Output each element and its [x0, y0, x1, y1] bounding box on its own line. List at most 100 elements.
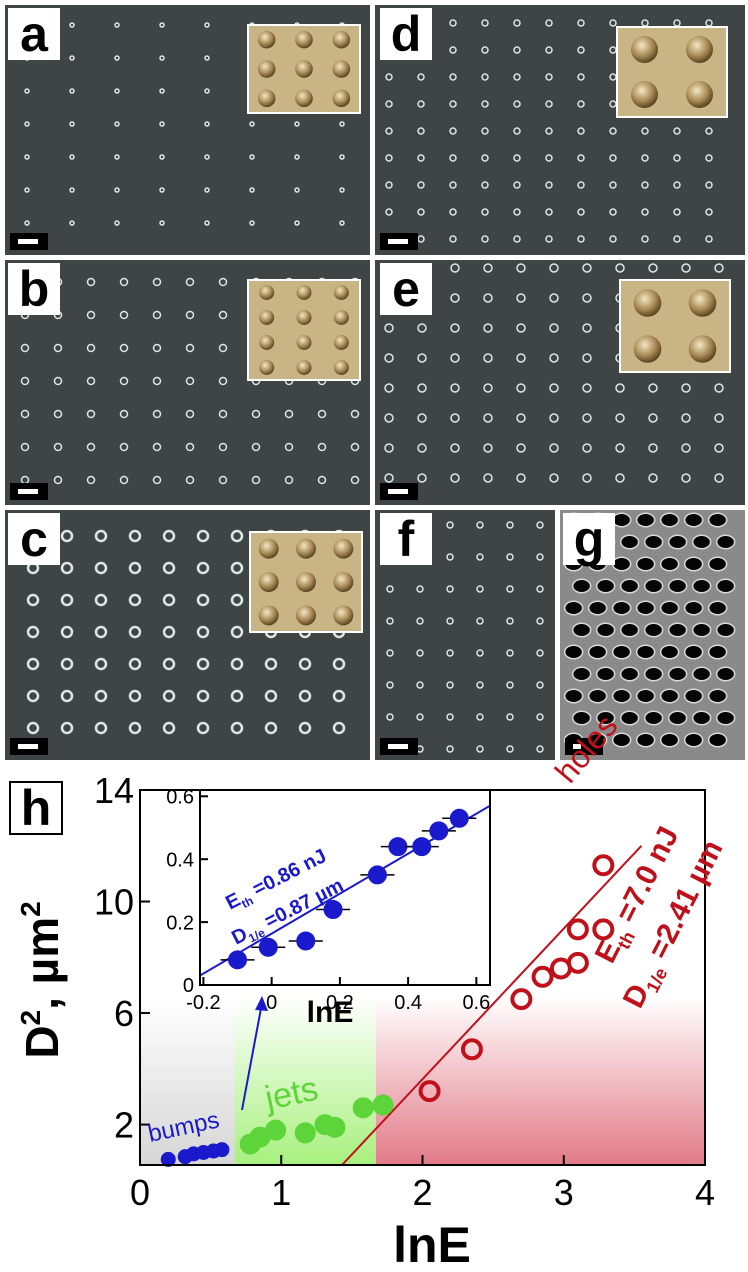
point	[294, 1122, 316, 1144]
feature	[577, 100, 585, 108]
feature	[159, 88, 165, 94]
feature	[673, 127, 681, 135]
feature	[94, 625, 108, 639]
feature	[350, 475, 360, 485]
feature	[386, 681, 394, 689]
feature	[705, 208, 713, 216]
hole	[643, 578, 664, 594]
feature	[476, 521, 484, 529]
plot-frame	[199, 789, 491, 986]
feature	[69, 154, 75, 160]
y-label-sup: 2	[15, 901, 46, 917]
feature	[450, 353, 460, 363]
hole	[571, 622, 592, 638]
afm-cone	[333, 285, 349, 300]
feature	[185, 343, 195, 353]
panel-label-box	[380, 8, 432, 60]
y-label-unit: , µm	[16, 917, 68, 1010]
hole	[571, 666, 592, 682]
feature	[513, 100, 521, 108]
feature	[476, 585, 484, 593]
hole	[643, 666, 664, 682]
afm-cone	[332, 60, 351, 78]
hole	[611, 644, 632, 660]
feature	[26, 657, 40, 671]
afm-cone	[333, 538, 354, 559]
feature	[483, 353, 493, 363]
hole	[635, 556, 656, 572]
hole	[587, 600, 608, 616]
feature	[249, 154, 255, 160]
feature	[24, 88, 30, 94]
feature	[218, 343, 228, 353]
panel-label-box	[563, 513, 615, 565]
feature	[162, 529, 176, 543]
feature	[196, 529, 210, 543]
feature	[513, 46, 521, 54]
hole	[635, 644, 656, 660]
feature	[26, 689, 40, 703]
feature	[152, 409, 162, 419]
afm-cone	[257, 60, 276, 78]
feature	[549, 323, 559, 333]
feature	[185, 442, 195, 452]
feature	[284, 475, 294, 485]
feature	[159, 220, 165, 226]
feature	[60, 657, 74, 671]
hole	[707, 600, 728, 616]
feature	[24, 187, 30, 193]
feature	[714, 443, 724, 453]
feature	[60, 561, 74, 575]
panel-label: d	[391, 6, 422, 62]
feature	[681, 473, 691, 483]
feature	[185, 475, 195, 485]
afm-cone	[333, 605, 354, 626]
afm-cone	[631, 81, 658, 108]
hole	[715, 710, 736, 726]
x-tick-label: 0.6	[462, 992, 490, 1014]
feature	[204, 187, 210, 193]
feature	[162, 561, 176, 575]
hole	[683, 644, 704, 660]
feature	[332, 689, 346, 703]
feature	[450, 293, 460, 303]
feature	[549, 413, 559, 423]
hole	[667, 710, 688, 726]
feature	[294, 154, 300, 160]
feature	[385, 208, 393, 216]
point	[296, 931, 316, 951]
annotation-sub: 1/e	[246, 925, 268, 945]
feature	[483, 383, 493, 393]
feature	[128, 593, 142, 607]
scale-bar	[388, 239, 408, 244]
feature	[615, 473, 625, 483]
feature	[20, 343, 30, 353]
feature	[128, 721, 142, 735]
feature	[449, 154, 457, 162]
feature	[450, 443, 460, 453]
scale-bar	[388, 744, 408, 749]
feature	[673, 208, 681, 216]
feature	[536, 713, 544, 721]
hole	[635, 732, 656, 748]
feature	[673, 154, 681, 162]
hole	[619, 622, 640, 638]
feature	[114, 121, 120, 127]
afm-cone	[257, 89, 276, 108]
feature	[641, 181, 649, 189]
afm-inset	[619, 279, 731, 373]
feature	[119, 475, 129, 485]
feature	[506, 649, 514, 657]
feature	[449, 235, 457, 243]
point	[510, 988, 533, 1011]
feature	[417, 73, 425, 81]
feature	[641, 208, 649, 216]
feature	[94, 689, 108, 703]
feature	[516, 413, 526, 423]
feature	[416, 617, 424, 625]
feature	[251, 475, 261, 485]
point	[258, 937, 278, 957]
x-tick-label: 0	[266, 992, 277, 1014]
feature	[545, 19, 553, 27]
afm-cone	[686, 36, 713, 63]
